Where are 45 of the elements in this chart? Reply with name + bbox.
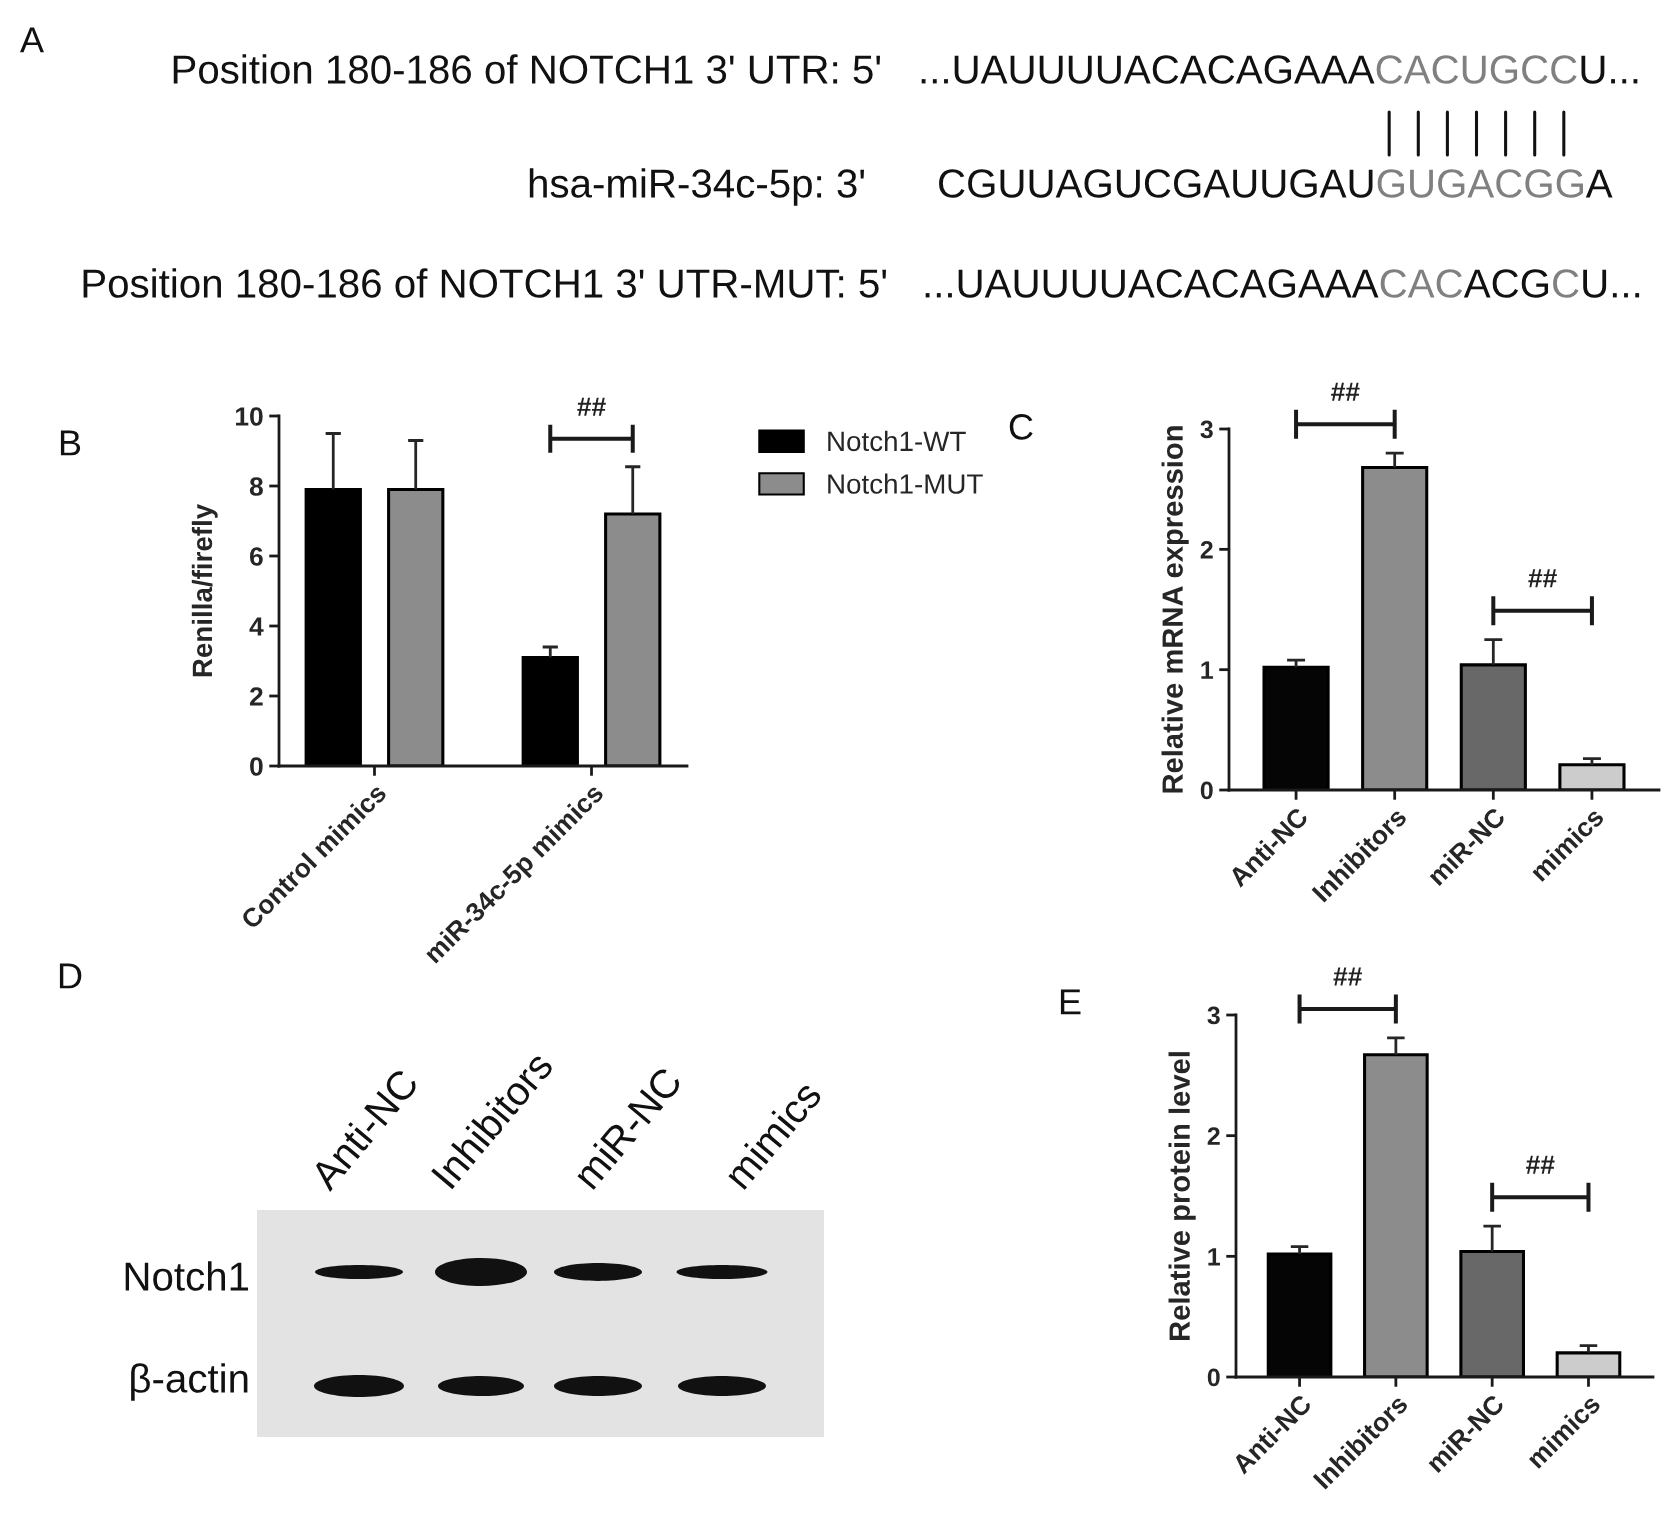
text: ## (1331, 382, 1360, 401)
text: hsa-miR-34c-5p: 3' (529, 168, 864, 206)
y-tick-label: 1 (1201, 661, 1214, 679)
legend-label: Notch1-MUT (828, 473, 983, 494)
annotation: ## (1528, 569, 1557, 588)
y-tick-label: 3 (1200, 420, 1213, 439)
text: β-actin (131, 1363, 248, 1401)
y-axis-title: Renilla/firefly (191, 503, 218, 677)
text: D (59, 963, 82, 989)
text: CACUGCC (1376, 55, 1577, 84)
annotation: ## (1526, 1155, 1555, 1174)
text: U... (1581, 55, 1638, 84)
chart-title: C (1009, 414, 1033, 440)
legend-label: Notch1-WT (828, 430, 966, 452)
text: CAC (1380, 269, 1463, 298)
text: ...UAUUUUACACAGAAA (921, 55, 1375, 84)
y-axis-title: Relative protein level (1168, 1052, 1196, 1340)
y-tick-label: 2 (249, 687, 263, 706)
text: ACG (1463, 269, 1549, 298)
y-tick-label: 10 (236, 407, 263, 426)
chart-title: B (60, 430, 81, 456)
y-tick-label: 0 (250, 757, 263, 776)
y-tick-label: 0 (1207, 1368, 1220, 1387)
y-tick-label: 0 (1200, 781, 1213, 800)
y-tick-label: 4 (249, 617, 264, 636)
y-tick-label: 3 (1207, 1006, 1220, 1025)
text: C (1553, 269, 1579, 298)
text: A (20, 27, 44, 53)
chart-title: E (1060, 989, 1081, 1015)
y-tick-label: 8 (249, 477, 263, 496)
y-axis-title: Relative mRNA expression (1161, 426, 1189, 793)
text: A (1585, 169, 1613, 198)
y-tick-label: 2 (1207, 1127, 1220, 1145)
text: U... (1583, 269, 1640, 298)
text: ...UAUUUUACACAGAAA (925, 269, 1379, 298)
text: Notch1 (125, 1261, 249, 1291)
text: CGUUAGUCGAUUGAU (939, 169, 1373, 198)
text: Position 180-186 of NOTCH1 3' UTR-MUT: 5' (83, 268, 887, 298)
y-tick-label: 1 (1208, 1248, 1221, 1266)
y-tick-label: 6 (250, 547, 263, 566)
text: GUGACGG (1377, 169, 1583, 198)
text: ## (1333, 967, 1362, 986)
y-tick-label: 2 (1200, 540, 1213, 559)
text: ## (577, 397, 606, 416)
text: Position 180-186 of NOTCH1 3' UTR: 5' (173, 54, 881, 84)
